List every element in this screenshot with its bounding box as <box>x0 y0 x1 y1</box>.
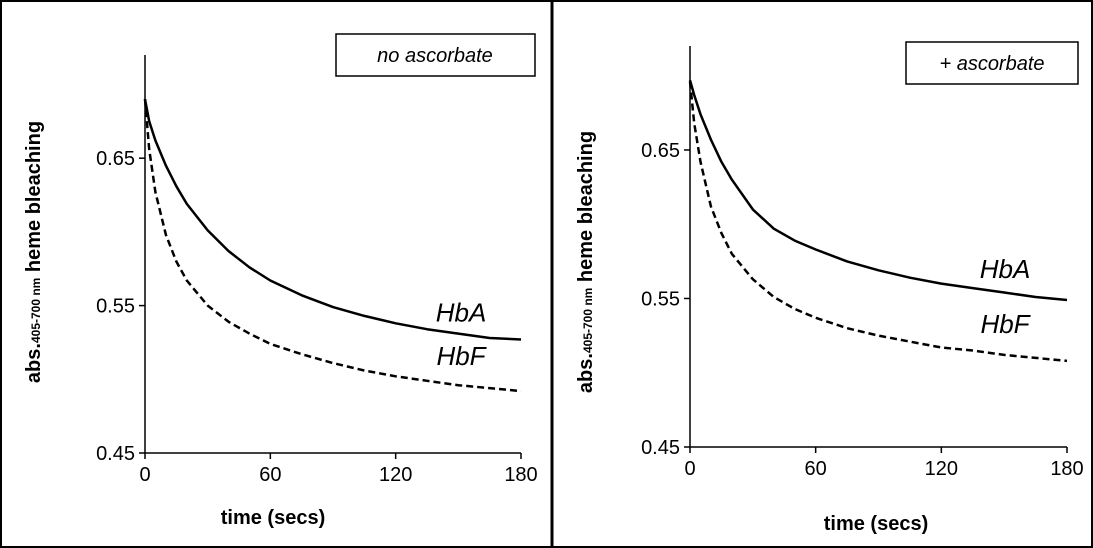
y-tick-label: 0.65 <box>641 140 680 162</box>
y-tick-label: 0.45 <box>96 443 135 465</box>
x-axis-label: time (secs) <box>221 507 326 529</box>
x-tick-label: 60 <box>259 464 281 486</box>
x-tick-label: 0 <box>139 464 150 486</box>
y-tick-label: 0.55 <box>96 296 135 318</box>
y-axis-label-main: abs. <box>575 353 597 393</box>
panel-plus-ascorbate: + ascorbate time (secs) abs.405-700 nm h… <box>575 41 1084 535</box>
y-tick-label: 0.55 <box>641 288 680 310</box>
x-axis-label: time (secs) <box>824 513 929 535</box>
x-tick-label: 180 <box>1050 458 1083 480</box>
x-tick-label: 180 <box>504 464 537 486</box>
y-tick-label: 0.65 <box>96 148 135 170</box>
y-tick-label: 0.45 <box>641 437 680 459</box>
annotation-text: + ascorbate <box>939 53 1044 75</box>
x-tick-label: 120 <box>925 458 958 480</box>
annotation-box <box>905 41 1079 85</box>
y-axis-label-main: abs. <box>23 343 45 383</box>
y-axis-label-tail: heme bleaching <box>23 121 45 278</box>
annotation-box <box>335 33 536 77</box>
y-axis-label: abs.405-700 nm heme bleaching <box>575 131 597 393</box>
y-axis-label-tail: heme bleaching <box>575 131 597 288</box>
series-line-hbf <box>688 81 1068 363</box>
series-label-hba: HbA <box>980 254 1031 284</box>
x-tick-label: 0 <box>684 458 695 480</box>
series-line-hba <box>688 79 1068 302</box>
y-axis-label-sub: 405-700 nm <box>581 288 595 353</box>
x-tick-label: 120 <box>379 464 412 486</box>
y-axis-label: abs.405-700 nm heme bleaching <box>23 121 45 383</box>
series-label-hba: HbA <box>436 297 487 327</box>
y-axis-label-sub: 405-700 nm <box>29 278 43 343</box>
panel-no-ascorbate: no ascorbate time (secs) abs.405-700 nm … <box>23 33 538 529</box>
series-label-hbf: HbF <box>436 341 487 371</box>
annotation-text: no ascorbate <box>377 45 493 67</box>
series-line-hba <box>143 98 522 341</box>
x-tick-label: 60 <box>805 458 827 480</box>
series-label-hbf: HbF <box>980 309 1031 339</box>
